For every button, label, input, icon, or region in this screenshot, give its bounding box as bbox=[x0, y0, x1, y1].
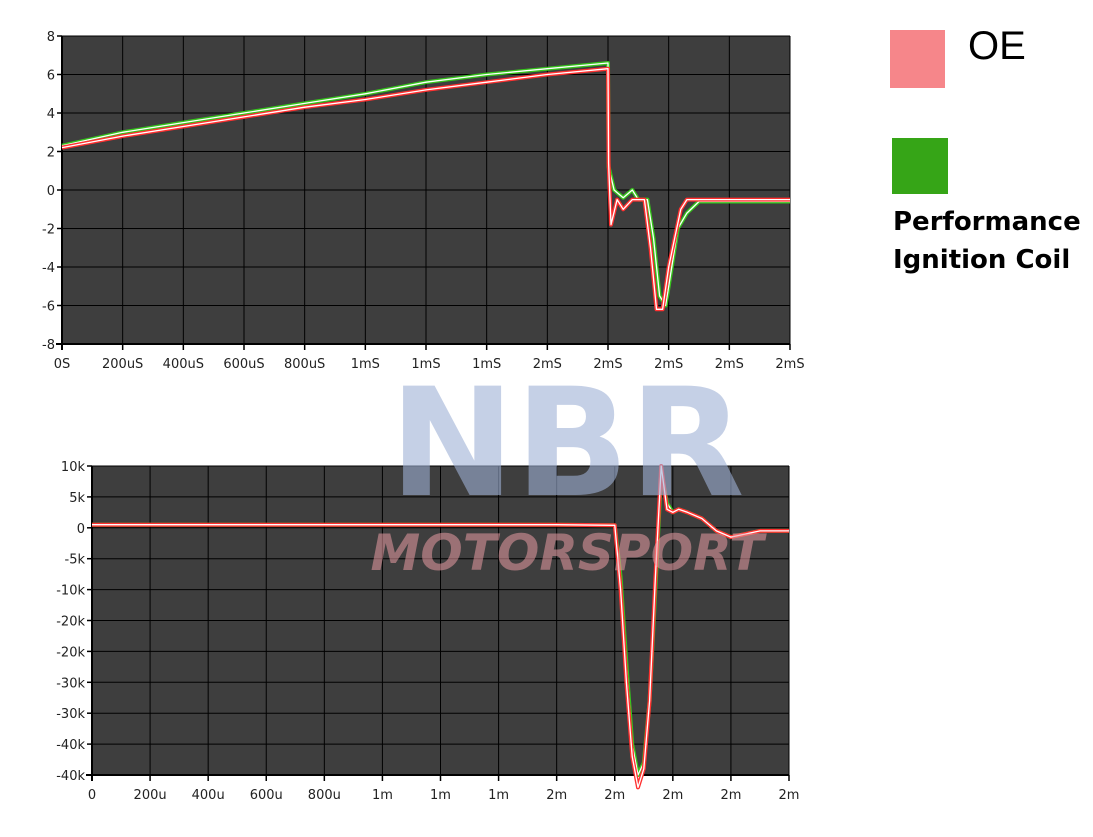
top-chart-x-tick-label: 2mS bbox=[775, 357, 804, 372]
bottom-chart-x-tick-label: 400u bbox=[192, 788, 225, 803]
bottom-chart-x-tick-label: 0 bbox=[88, 788, 96, 803]
ignition-voltage-chart-top: 8 6 4 2 0 -2 -4 -6 -8 0S 200uS 400uS 600uS 800uS 1mS 1m… bbox=[42, 30, 805, 372]
top-chart-y-tick-label: 4 bbox=[47, 107, 55, 122]
bottom-chart-x-tick-label: 2m bbox=[779, 788, 800, 803]
bottom-chart-y-tick-label: -30k bbox=[56, 707, 85, 722]
bottom-chart-x-tick-label: 2m bbox=[604, 788, 625, 803]
legend-swatch-oe bbox=[890, 30, 945, 88]
bottom-chart-y-tick-label: -30k bbox=[56, 676, 85, 691]
bottom-chart-x-tick-label: 1m bbox=[488, 788, 509, 803]
legend-label-oe: OE bbox=[968, 24, 1026, 68]
top-chart-y-tick-label: 2 bbox=[47, 146, 55, 161]
top-chart-x-tick-label: 2mS bbox=[533, 357, 562, 372]
bottom-chart-y-tick-label: -40k bbox=[56, 738, 85, 753]
bottom-chart-x-tick-label: 600u bbox=[250, 788, 283, 803]
bottom-chart-x-tick-label: 200u bbox=[134, 788, 167, 803]
top-chart-x-tick-label: 600uS bbox=[223, 357, 264, 372]
bottom-chart-x-tick-label: 2m bbox=[546, 788, 567, 803]
top-chart-x-tick-label: 800uS bbox=[284, 357, 325, 372]
top-chart-y-tick-label: -8 bbox=[42, 338, 55, 353]
top-chart-series-oe-highlight bbox=[61, 68, 790, 310]
bottom-chart-y-tick-label: -20k bbox=[56, 615, 85, 630]
bottom-chart-y-tick-label: -40k bbox=[56, 769, 85, 784]
top-chart-x-tick-label: 400uS bbox=[163, 357, 204, 372]
top-chart-y-tick-label: -6 bbox=[42, 300, 55, 315]
top-chart-y-tick-label: -4 bbox=[42, 261, 55, 276]
bottom-chart-series-oe-highlight bbox=[92, 465, 789, 789]
bottom-chart-x-tick-label: 800u bbox=[308, 788, 341, 803]
bottom-chart-y-tick-label: 5k bbox=[69, 491, 85, 506]
bottom-chart-y-tick-label: 10k bbox=[61, 460, 86, 475]
bottom-chart-y-tick-label: -20k bbox=[56, 645, 85, 660]
legend-label-performance: Performance Ignition Coil bbox=[893, 207, 1081, 275]
top-chart-y-tick-label: 6 bbox=[47, 69, 55, 84]
top-chart-x-tick-label: 200uS bbox=[102, 357, 143, 372]
top-chart-y-tick-label: 8 bbox=[47, 30, 55, 45]
top-chart-y-tick-label: -2 bbox=[42, 223, 55, 238]
top-chart-x-tick-label: 2mS bbox=[654, 357, 683, 372]
bottom-chart-x-tick-label: 2m bbox=[720, 788, 741, 803]
bottom-chart-y-tick-label: -10k bbox=[56, 584, 85, 599]
top-chart-x-tick-label: 2mS bbox=[593, 357, 622, 372]
top-chart-y-tick-label: 0 bbox=[47, 184, 55, 199]
legend-swatch-performance bbox=[892, 138, 948, 194]
bottom-chart-x-tick-label: 1m bbox=[372, 788, 393, 803]
bottom-chart-y-tick-label: 0 bbox=[77, 522, 85, 537]
bottom-chart-x-tick-label: 2m bbox=[662, 788, 683, 803]
top-chart-x-tick-label: 2mS bbox=[715, 357, 744, 372]
top-chart-x-tick-label: 0S bbox=[54, 357, 71, 372]
bottom-chart-y-tick-label: -5k bbox=[65, 553, 86, 568]
top-chart-x-tick-label: 1mS bbox=[351, 357, 380, 372]
top-chart-x-tick-label: 1mS bbox=[411, 357, 440, 372]
top-chart-x-tick-label: 1mS bbox=[472, 357, 501, 372]
bottom-chart-x-tick-label: 1m bbox=[430, 788, 451, 803]
